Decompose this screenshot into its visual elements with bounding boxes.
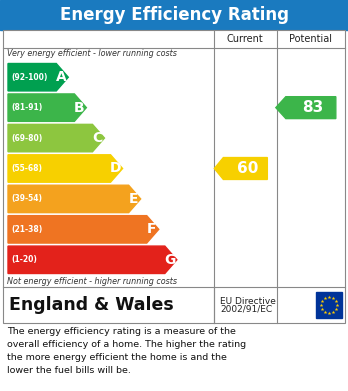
Text: (81-91): (81-91) <box>11 103 42 112</box>
Polygon shape <box>214 158 267 179</box>
Polygon shape <box>8 155 122 182</box>
Text: D: D <box>110 161 121 176</box>
Polygon shape <box>8 94 86 121</box>
Text: The energy efficiency rating is a measure of the
overall efficiency of a home. T: The energy efficiency rating is a measur… <box>7 327 246 375</box>
Text: (55-68): (55-68) <box>11 164 42 173</box>
Polygon shape <box>8 63 68 91</box>
Text: (1-20): (1-20) <box>11 255 37 264</box>
Text: (92-100): (92-100) <box>11 73 47 82</box>
Bar <box>0 0 348 30</box>
Text: E: E <box>129 192 139 206</box>
Text: C: C <box>92 131 103 145</box>
Text: Very energy efficient - lower running costs: Very energy efficient - lower running co… <box>7 49 177 58</box>
Text: B: B <box>74 100 85 115</box>
Text: 83: 83 <box>302 100 323 115</box>
Text: 60: 60 <box>237 161 258 176</box>
Polygon shape <box>8 246 177 273</box>
Text: Energy Efficiency Rating: Energy Efficiency Rating <box>60 6 288 24</box>
Polygon shape <box>276 97 336 118</box>
Text: (39-54): (39-54) <box>11 194 42 203</box>
Text: Current: Current <box>227 34 264 44</box>
Bar <box>3 30 345 323</box>
Text: F: F <box>147 222 157 236</box>
Polygon shape <box>8 124 104 152</box>
Text: England & Wales: England & Wales <box>9 296 174 314</box>
Text: (21-38): (21-38) <box>11 225 42 234</box>
Text: 2002/91/EC: 2002/91/EC <box>220 305 272 314</box>
Text: Potential: Potential <box>289 34 332 44</box>
Polygon shape <box>8 185 141 213</box>
Text: Not energy efficient - higher running costs: Not energy efficient - higher running co… <box>7 277 177 286</box>
Text: (69-80): (69-80) <box>11 134 42 143</box>
Text: A: A <box>56 70 67 84</box>
Bar <box>316 292 342 318</box>
Text: EU Directive: EU Directive <box>220 296 276 305</box>
Polygon shape <box>8 216 159 243</box>
Text: G: G <box>164 253 175 267</box>
